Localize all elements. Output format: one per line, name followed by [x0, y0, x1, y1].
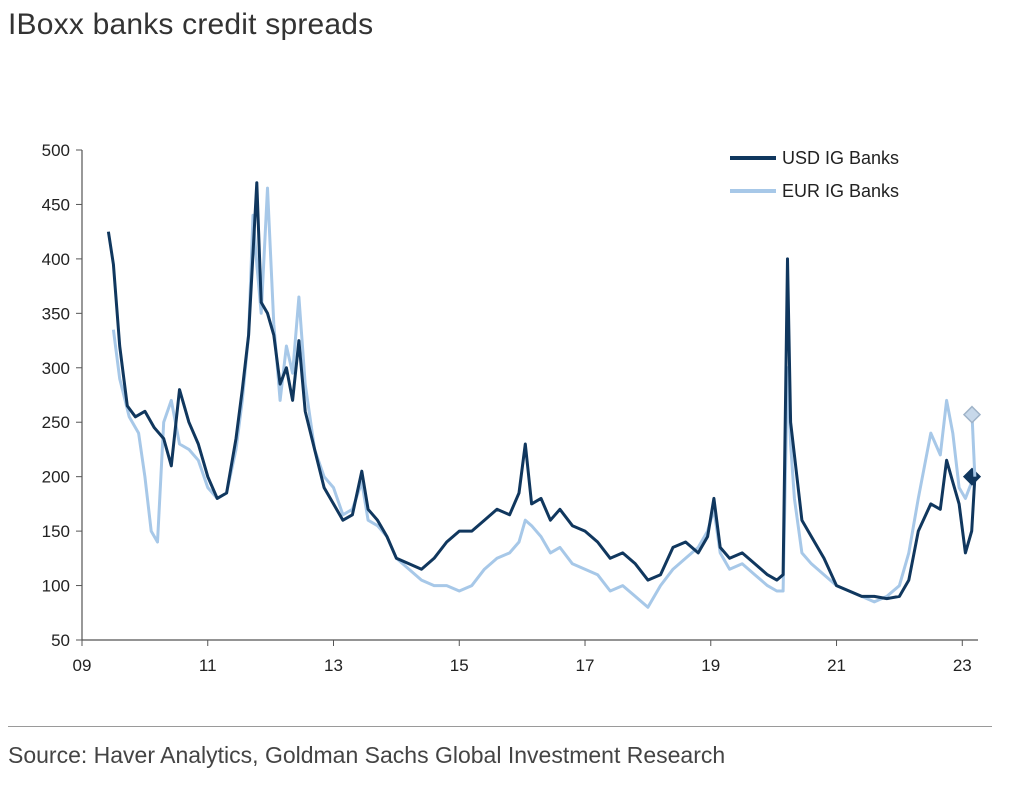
x-tick-label: 23 [953, 656, 972, 675]
chart-subtitle: IBoxx banks credit spreads [8, 8, 374, 41]
x-tick-label: 17 [576, 656, 595, 675]
legend-label-eur: EUR IG Banks [782, 181, 899, 201]
divider [8, 726, 992, 727]
x-tick-label: 21 [827, 656, 846, 675]
x-tick-label: 19 [701, 656, 720, 675]
y-tick-label: 100 [42, 577, 70, 596]
y-tick-label: 500 [42, 141, 70, 160]
end-marker-usd [962, 467, 982, 486]
y-tick-label: 300 [42, 359, 70, 378]
source-note: Source: Haver Analytics, Goldman Sachs G… [8, 742, 726, 768]
y-tick-label: 150 [42, 522, 70, 541]
series-layer [106, 181, 982, 609]
x-tick-label: 09 [73, 656, 92, 675]
series-line-usd [106, 181, 977, 601]
end-marker-eur [962, 405, 982, 424]
legend-label-usd: USD IG Banks [782, 148, 899, 168]
chart-legend: USD IG Banks EUR IG Banks [730, 148, 899, 201]
y-tick-label: 400 [42, 250, 70, 269]
x-tick-label: 13 [324, 656, 343, 675]
y-tick-label: 200 [42, 468, 70, 487]
series-connector-eur [970, 414, 977, 477]
x-tick-label: 11 [199, 656, 217, 675]
x-tick-label: 15 [450, 656, 469, 675]
y-tick-label: 50 [51, 631, 70, 650]
y-tick-label: 450 [42, 195, 70, 214]
y-tick-label: 250 [42, 413, 70, 432]
y-tick-label: 350 [42, 304, 70, 323]
